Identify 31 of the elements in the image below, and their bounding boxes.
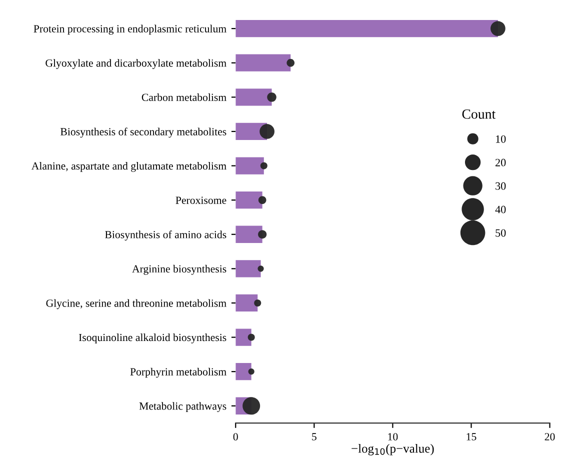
- y-tick-label: Alanine, aspartate and glutamate metabolism: [31, 162, 226, 172]
- bar: [236, 294, 258, 312]
- bar: [236, 363, 252, 380]
- x-tick-label: 15: [466, 433, 476, 440]
- y-tick-label: Glyoxylate and dicarboxylate metabolism: [46, 59, 226, 69]
- y-tick-label: Porphyrin metabolism: [130, 368, 226, 378]
- legend-title: Count: [462, 109, 496, 119]
- y-tick-label: Biosynthesis of amino acids: [105, 230, 226, 241]
- legend-label: 40: [495, 206, 506, 214]
- bar: [236, 191, 262, 209]
- bar: [236, 328, 252, 346]
- x-tick-label: 5: [312, 433, 316, 440]
- bar: [236, 260, 261, 278]
- legend-label: 50: [496, 229, 506, 237]
- y-tick-label: Carbon metabolism: [142, 93, 226, 102]
- bar: [236, 54, 291, 72]
- y-tick-label: Arginine biosynthesis: [132, 264, 226, 275]
- y-tick-label: Metabolic pathways: [139, 402, 226, 412]
- x-tick-label: 10: [388, 433, 398, 440]
- y-tick-label: Isoquinoline alkaloid biosynthesis: [78, 334, 226, 344]
- y-tick-label: Peroxisome: [176, 196, 226, 204]
- bar: [236, 157, 264, 174]
- x-tick-label: 20: [544, 433, 555, 440]
- y-tick-label: Glycine, serine and threonine metabolism: [46, 299, 226, 310]
- legend-label: 10: [496, 135, 506, 143]
- x-tick-label: 0: [233, 433, 238, 440]
- y-tick-label: Protein processing in endoplasmic reticulum: [34, 24, 226, 35]
- y-tick-label: Biosynthesis of secondary metabolites: [60, 128, 226, 138]
- x-axis-title: −log$_{10}$(p−value): [352, 444, 434, 456]
- legend-label: 20: [496, 158, 506, 166]
- legend-label: 30: [496, 182, 506, 190]
